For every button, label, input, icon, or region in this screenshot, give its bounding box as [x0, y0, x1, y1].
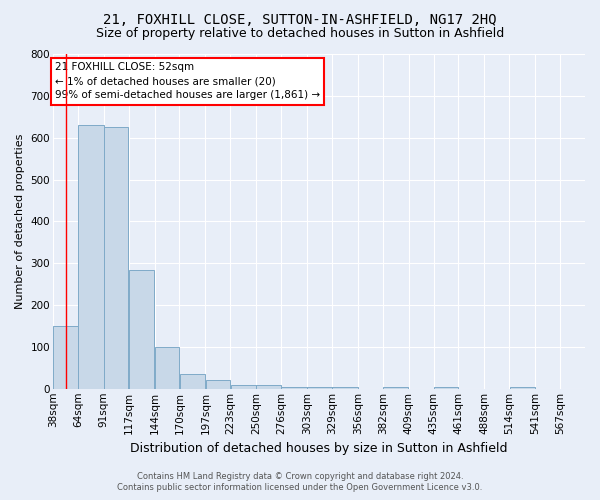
Bar — [206, 380, 230, 389]
Bar — [104, 127, 128, 389]
Bar — [129, 270, 154, 389]
Y-axis label: Number of detached properties: Number of detached properties — [15, 134, 25, 309]
Bar — [307, 386, 332, 389]
Text: 21, FOXHILL CLOSE, SUTTON-IN-ASHFIELD, NG17 2HQ: 21, FOXHILL CLOSE, SUTTON-IN-ASHFIELD, N… — [103, 12, 497, 26]
Bar — [256, 386, 281, 389]
Text: Contains HM Land Registry data © Crown copyright and database right 2024.
Contai: Contains HM Land Registry data © Crown c… — [118, 472, 482, 492]
Bar — [155, 347, 179, 389]
Bar — [332, 386, 358, 389]
Bar — [78, 125, 104, 389]
Text: Size of property relative to detached houses in Sutton in Ashfield: Size of property relative to detached ho… — [96, 28, 504, 40]
Bar — [180, 374, 205, 389]
Bar — [383, 386, 409, 389]
Bar — [434, 386, 458, 389]
Bar — [509, 386, 535, 389]
Bar — [230, 384, 256, 389]
X-axis label: Distribution of detached houses by size in Sutton in Ashfield: Distribution of detached houses by size … — [130, 442, 508, 455]
Text: 21 FOXHILL CLOSE: 52sqm
← 1% of detached houses are smaller (20)
99% of semi-det: 21 FOXHILL CLOSE: 52sqm ← 1% of detached… — [55, 62, 320, 100]
Bar — [53, 326, 77, 389]
Bar — [281, 386, 307, 389]
